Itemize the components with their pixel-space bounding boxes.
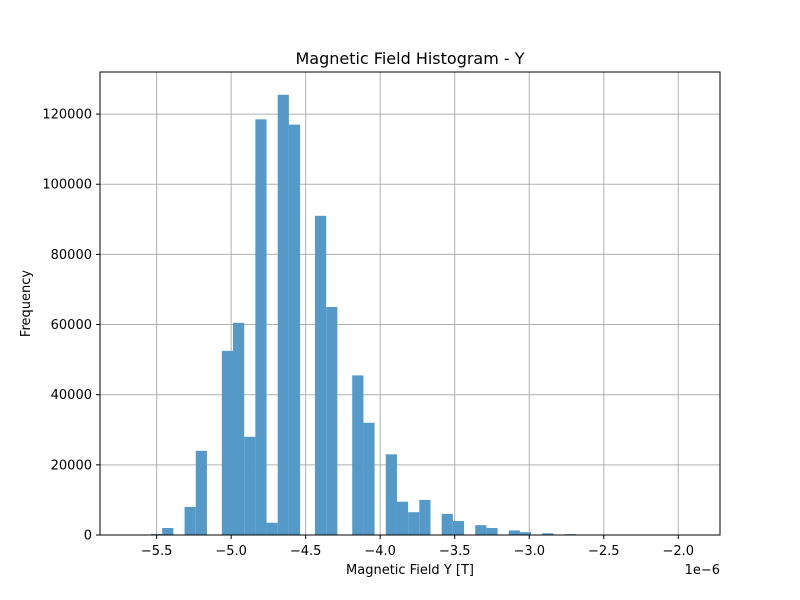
histogram-bar (255, 119, 267, 536)
histogram-bar (162, 527, 174, 535)
histogram-bar (314, 215, 327, 535)
chart-title: Magnetic Field Histogram - Y (295, 49, 524, 68)
plot-frame (99, 71, 721, 536)
histogram-bar (486, 527, 498, 535)
y-tick-label: 20000 (51, 458, 92, 473)
histogram-bar (419, 499, 431, 535)
y-tick-label: 0 (84, 529, 92, 544)
histogram-bar (452, 520, 465, 535)
x-tick-label: −4.0 (364, 544, 396, 559)
y-tick-label: 60000 (51, 318, 92, 333)
histogram-bar (244, 436, 256, 535)
histogram-bar (326, 307, 338, 535)
x-tick-label: −4.5 (290, 544, 322, 559)
y-axis-label: Frequency (19, 270, 34, 337)
histogram-bar (233, 322, 245, 535)
histogram-bar (396, 501, 409, 535)
histogram-bar (221, 350, 234, 535)
histogram-bar (385, 454, 397, 535)
x-tick-label: −2.5 (588, 544, 620, 559)
y-tick-label: 80000 (51, 248, 92, 263)
histogram-bar (441, 513, 453, 535)
histogram-bar (184, 506, 196, 535)
x-tick-label: −2.0 (662, 544, 694, 559)
histogram-bar (352, 375, 364, 535)
y-tick-label: 100000 (42, 178, 92, 193)
y-tick-label: 40000 (51, 388, 92, 403)
bars-layer (151, 94, 710, 536)
x-tick-label: −5.0 (215, 544, 247, 559)
x-axis-label: Magnetic Field Y [T] (346, 563, 474, 578)
histogram-bar (519, 532, 532, 535)
ticks-layer: −5.5 −5.0 −4.5 −4.0 −3.5 −3.0 −2.5 −2.0 0 20000 40… (42, 108, 694, 559)
histogram-bar (151, 533, 163, 535)
histogram-bar (408, 512, 420, 535)
histogram-bar (508, 530, 520, 535)
histogram-bar (542, 533, 554, 535)
x-tick-label: −3.5 (439, 544, 471, 559)
histogram-bar (363, 422, 375, 535)
histogram-bar (266, 522, 278, 535)
x-tick-label: −3.0 (513, 544, 545, 559)
histogram-bar (475, 525, 487, 535)
x-axis-offset-label: 1e−6 (685, 563, 720, 578)
x-tick-label: −5.5 (141, 544, 173, 559)
histogram-bar (288, 124, 301, 535)
histogram-bar (195, 450, 207, 535)
y-tick-label: 120000 (42, 108, 92, 123)
histogram-bar (277, 94, 289, 535)
